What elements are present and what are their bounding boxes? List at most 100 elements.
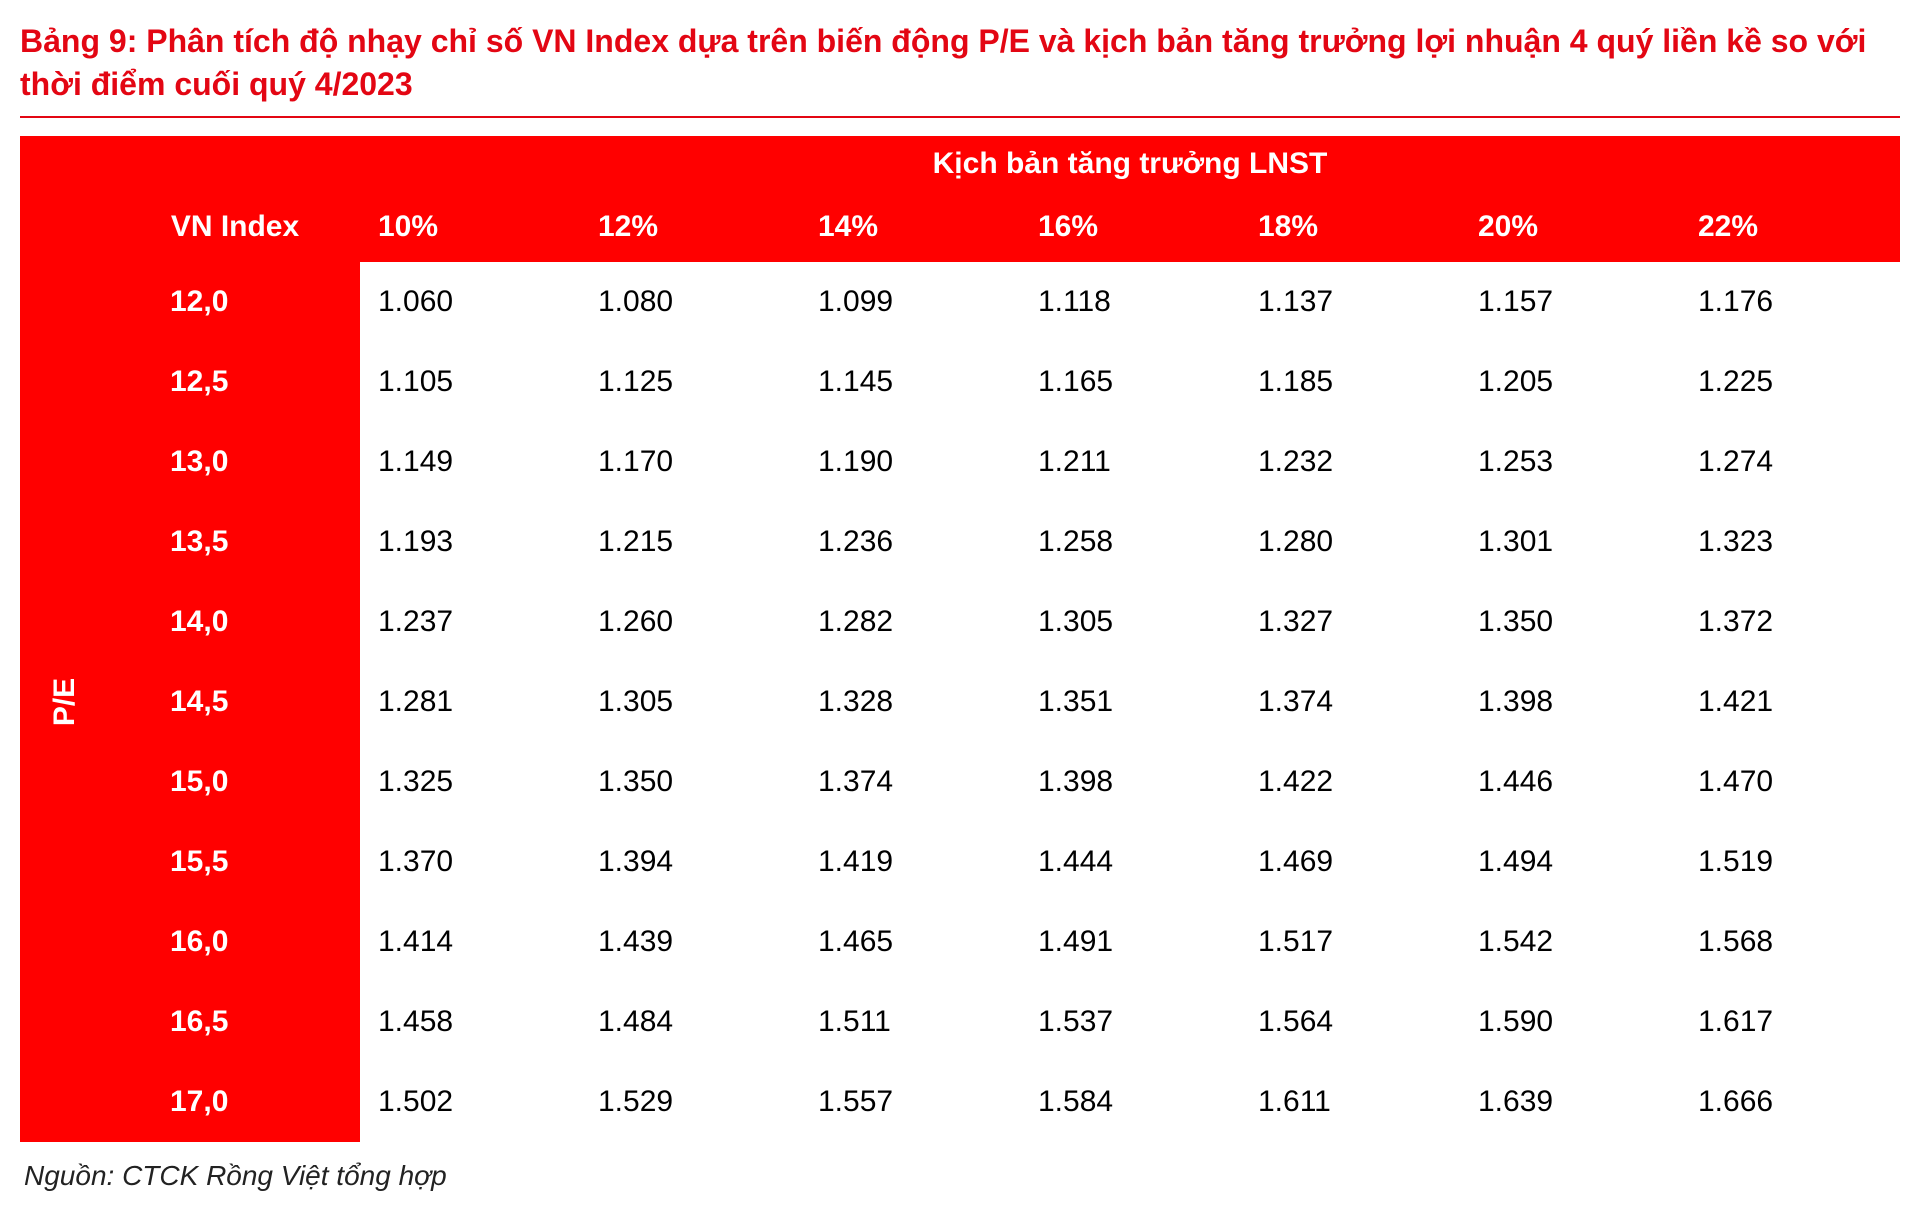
header-top-banner: Kịch bản tăng trưởng LNST: [360, 136, 1900, 192]
data-cell: 1.157: [1460, 262, 1680, 342]
data-cell: 1.394: [580, 822, 800, 902]
data-cell: 1.305: [580, 662, 800, 742]
data-cell: 1.470: [1680, 742, 1900, 822]
side-axis-text: P/E: [48, 678, 82, 726]
data-cell: 1.118: [1020, 262, 1240, 342]
data-cell: 1.439: [580, 902, 800, 982]
table-row: 13,5 1.193 1.215 1.236 1.258 1.280 1.301…: [20, 502, 1900, 582]
row-label: 13,0: [110, 422, 360, 502]
data-cell: 1.301: [1460, 502, 1680, 582]
table-row: 13,0 1.149 1.170 1.190 1.211 1.232 1.253…: [20, 422, 1900, 502]
side-axis-label: P/E: [20, 262, 110, 1142]
data-cell: 1.568: [1680, 902, 1900, 982]
data-cell: 1.282: [800, 582, 1020, 662]
data-cell: 1.236: [800, 502, 1020, 582]
col-header: 20%: [1460, 192, 1680, 262]
data-cell: 1.590: [1460, 982, 1680, 1062]
data-cell: 1.323: [1680, 502, 1900, 582]
data-cell: 1.617: [1680, 982, 1900, 1062]
row-label: 15,5: [110, 822, 360, 902]
table-row: P/E 12,0 1.060 1.080 1.099 1.118 1.137 1…: [20, 262, 1900, 342]
data-cell: 1.422: [1240, 742, 1460, 822]
data-cell: 1.328: [800, 662, 1020, 742]
data-cell: 1.176: [1680, 262, 1900, 342]
col-header: 14%: [800, 192, 1020, 262]
data-cell: 1.137: [1240, 262, 1460, 342]
data-cell: 1.491: [1020, 902, 1240, 982]
data-cell: 1.060: [360, 262, 580, 342]
col-header: 10%: [360, 192, 580, 262]
data-cell: 1.494: [1460, 822, 1680, 902]
data-cell: 1.666: [1680, 1062, 1900, 1142]
data-cell: 1.639: [1460, 1062, 1680, 1142]
data-cell: 1.502: [360, 1062, 580, 1142]
data-cell: 1.099: [800, 262, 1020, 342]
data-cell: 1.458: [360, 982, 580, 1062]
data-cell: 1.542: [1460, 902, 1680, 982]
table-row: 17,0 1.502 1.529 1.557 1.584 1.611 1.639…: [20, 1062, 1900, 1142]
data-cell: 1.584: [1020, 1062, 1240, 1142]
data-cell: 1.274: [1680, 422, 1900, 502]
data-cell: 1.519: [1680, 822, 1900, 902]
data-cell: 1.350: [580, 742, 800, 822]
data-cell: 1.260: [580, 582, 800, 662]
data-cell: 1.611: [1240, 1062, 1460, 1142]
data-cell: 1.444: [1020, 822, 1240, 902]
data-cell: 1.372: [1680, 582, 1900, 662]
data-cell: 1.419: [800, 822, 1020, 902]
col-header: 18%: [1240, 192, 1460, 262]
col-header: 12%: [580, 192, 800, 262]
header-vnindex-label: VN Index: [110, 192, 360, 262]
data-cell: 1.185: [1240, 342, 1460, 422]
row-label: 13,5: [110, 502, 360, 582]
data-cell: 1.193: [360, 502, 580, 582]
data-cell: 1.398: [1020, 742, 1240, 822]
row-label: 12,0: [110, 262, 360, 342]
table-row: 14,0 1.237 1.260 1.282 1.305 1.327 1.350…: [20, 582, 1900, 662]
table-row: 16,5 1.458 1.484 1.511 1.537 1.564 1.590…: [20, 982, 1900, 1062]
data-cell: 1.305: [1020, 582, 1240, 662]
data-cell: 1.469: [1240, 822, 1460, 902]
table-row: 15,0 1.325 1.350 1.374 1.398 1.422 1.446…: [20, 742, 1900, 822]
data-cell: 1.537: [1020, 982, 1240, 1062]
data-cell: 1.225: [1680, 342, 1900, 422]
data-cell: 1.215: [580, 502, 800, 582]
data-cell: 1.105: [360, 342, 580, 422]
source-note: Nguồn: CTCK Rồng Việt tổng hợp: [20, 1160, 1900, 1192]
data-cell: 1.125: [580, 342, 800, 422]
data-cell: 1.325: [360, 742, 580, 822]
data-cell: 1.149: [360, 422, 580, 502]
data-cell: 1.080: [580, 262, 800, 342]
col-header: 22%: [1680, 192, 1900, 262]
data-cell: 1.511: [800, 982, 1020, 1062]
data-cell: 1.484: [580, 982, 800, 1062]
col-header: 16%: [1020, 192, 1240, 262]
data-cell: 1.280: [1240, 502, 1460, 582]
data-cell: 1.211: [1020, 422, 1240, 502]
table-row: 15,5 1.370 1.394 1.419 1.444 1.469 1.494…: [20, 822, 1900, 902]
data-cell: 1.414: [360, 902, 580, 982]
data-cell: 1.529: [580, 1062, 800, 1142]
data-cell: 1.253: [1460, 422, 1680, 502]
data-cell: 1.557: [800, 1062, 1020, 1142]
data-cell: 1.564: [1240, 982, 1460, 1062]
data-cell: 1.205: [1460, 342, 1680, 422]
data-cell: 1.398: [1460, 662, 1680, 742]
data-cell: 1.374: [800, 742, 1020, 822]
data-cell: 1.370: [360, 822, 580, 902]
data-cell: 1.374: [1240, 662, 1460, 742]
data-cell: 1.258: [1020, 502, 1240, 582]
data-cell: 1.170: [580, 422, 800, 502]
data-cell: 1.517: [1240, 902, 1460, 982]
table-row: 14,5 1.281 1.305 1.328 1.351 1.374 1.398…: [20, 662, 1900, 742]
table-row: 16,0 1.414 1.439 1.465 1.491 1.517 1.542…: [20, 902, 1900, 982]
data-cell: 1.465: [800, 902, 1020, 982]
data-cell: 1.281: [360, 662, 580, 742]
row-label: 17,0: [110, 1062, 360, 1142]
data-cell: 1.232: [1240, 422, 1460, 502]
data-cell: 1.446: [1460, 742, 1680, 822]
row-label: 15,0: [110, 742, 360, 822]
row-label: 14,5: [110, 662, 360, 742]
data-cell: 1.237: [360, 582, 580, 662]
data-cell: 1.421: [1680, 662, 1900, 742]
